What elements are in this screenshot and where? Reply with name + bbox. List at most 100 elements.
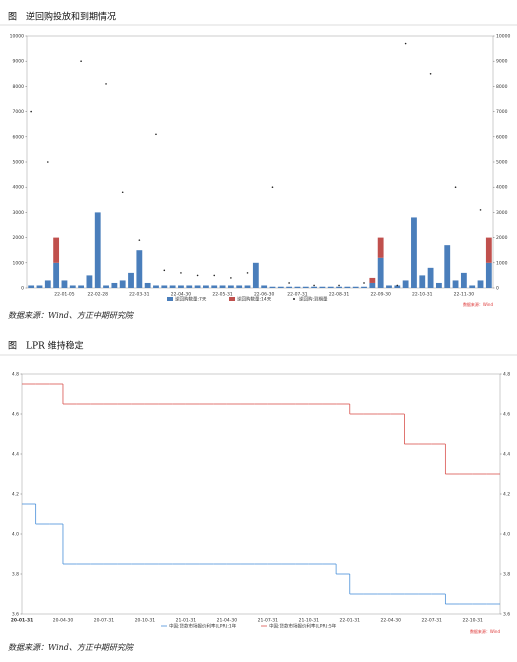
chart-note: 数据来源：Wind [463,301,494,307]
expiry-dot [213,274,216,277]
y-tick-label: 4.0 [12,532,19,538]
y-tick-label: 4.6 [12,412,19,418]
y-tick-label: 4.8 [12,372,19,378]
figure-title: 图 LPR 维持稳定 [8,340,84,352]
y-tick-label: 3.8 [12,572,19,578]
x-tick-label: 22-04-30 [171,292,192,298]
expiry-dot [363,282,365,284]
bar [78,285,85,288]
expiry-dot [454,186,457,188]
x-tick-label: 22-11-30 [454,292,475,298]
chart-note: 数据来源：Wind [470,628,501,634]
expiry-dot [47,161,49,163]
bar [227,285,234,288]
y-tick-label: 8000 [13,84,25,90]
expiry-dot [163,269,166,272]
bar [460,272,467,288]
x-tick-label: 21-04-30 [217,618,238,624]
bar [361,286,367,288]
bar [202,285,209,288]
bar [394,285,401,288]
expiry-dot [80,60,82,62]
bar [136,250,143,288]
legend-label: 逆回购数量:14天 [237,296,272,303]
bar [153,285,159,288]
y2-tick-label: 4.6 [503,412,510,418]
bar [119,280,126,288]
bar [377,237,384,258]
y2-tick-label: 10000 [496,34,510,40]
y2-tick-label: 3.8 [503,572,510,578]
y2-tick-label: 8000 [496,84,508,90]
bar [336,286,342,288]
expiry-dot [138,239,141,241]
x-tick-label: 22-07-31 [287,292,308,298]
y2-tick-label: 5000 [496,160,508,166]
bar [144,282,151,288]
x-tick-label: 21-07-31 [258,618,279,624]
x-tick-label: 20-04-30 [53,618,74,624]
bar [211,285,218,288]
y-tick-label: 4000 [13,185,25,191]
bar [302,286,309,288]
y-tick-label: 4.2 [12,492,19,498]
bar [485,262,492,288]
legend-swatch [229,297,235,301]
expiry-dot [429,73,432,75]
expiry-dot [288,282,290,284]
figure-title: 图 逆回购投放和到期情况 [8,11,116,23]
expiry-dot [271,186,274,188]
y2-tick-label: 0 [496,286,499,292]
y2-tick-label: 4.8 [503,372,510,378]
y-tick-label: 1000 [13,260,25,266]
y2-tick-label: 3000 [496,210,508,216]
bar [269,286,276,288]
expiry-dot [313,284,315,287]
expiry-dot [105,83,107,85]
bar [419,275,426,288]
x-tick-label: 21-10-31 [299,618,320,624]
expiry-dot [30,110,32,113]
source: 数据来源：Wind、方正中期研究院 [8,643,135,652]
bar [186,285,193,288]
expiry-dot [338,284,340,287]
bar [86,275,93,288]
bar [103,285,109,288]
legend-swatch [167,297,173,301]
bar [344,286,351,288]
x-tick-label: 22-03-31 [129,292,150,298]
x-tick-label: 20-10-31 [135,618,156,624]
bar [36,285,43,288]
bar [427,267,434,288]
bar [311,286,318,288]
y2-tick-label: 4.2 [503,492,510,498]
source: 数据来源：Wind、方正中期研究院 [8,311,135,320]
x-tick-label: 22-08-31 [329,292,350,298]
bar [319,286,326,288]
x-tick-label: 22-01-31 [340,618,361,624]
y2-tick-label: 2000 [496,235,508,241]
bar [94,212,101,288]
x-tick-label: 22-06-30 [254,292,275,298]
x-tick-label: 22-10-31 [412,292,433,298]
x-tick-label: 22-09-30 [370,292,391,298]
legend-label: 中国:贷款市场报价利率(LPR):1年 [169,623,237,630]
y-tick-label: 5000 [13,160,25,166]
y-tick-label: 9000 [13,59,25,65]
bar [128,272,134,288]
bar [369,282,376,288]
bar [485,237,492,263]
x-tick-label: 22-01-05 [54,292,75,298]
bar [286,286,293,288]
y-tick-label: 7000 [13,109,25,115]
expiry-dot [396,284,399,287]
bar [244,285,251,288]
y2-tick-label: 6000 [496,134,508,140]
bar [69,285,76,288]
bar [435,282,442,288]
y2-tick-label: 4.4 [503,452,510,458]
expiry-dot [404,42,407,45]
x-tick-label: 21-01-31 [176,618,197,624]
